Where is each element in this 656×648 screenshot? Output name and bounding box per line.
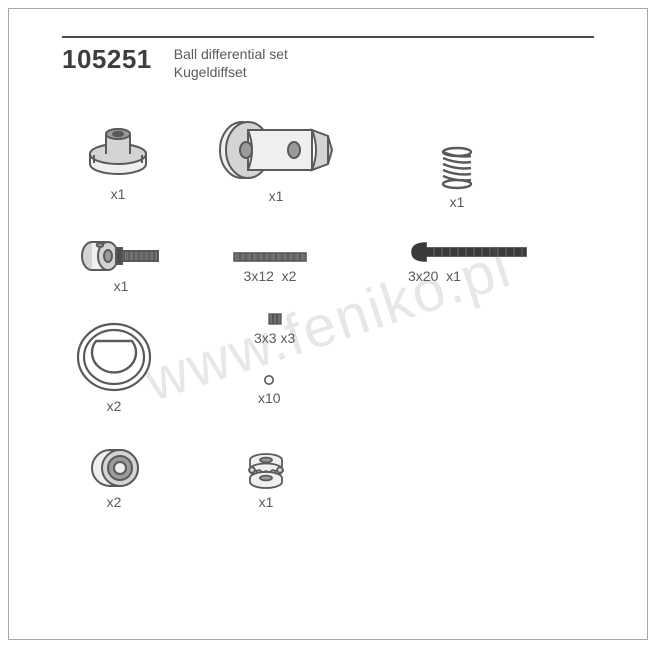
title-de: Kugeldiffset <box>174 64 288 82</box>
qty-label: 3x20 x1 <box>408 268 461 284</box>
cup-long-icon <box>216 108 336 184</box>
qty-label: x1 <box>114 278 129 294</box>
qty-label: x1 <box>450 194 465 210</box>
part-cup-short: x1 <box>86 120 150 202</box>
thrust-bearing-icon <box>244 450 288 490</box>
part-bearing: x2 <box>88 446 140 510</box>
qty-label: x2 <box>107 398 122 414</box>
part-collar-bolt: x1 <box>78 238 164 294</box>
setscrew-3x12-icon <box>232 250 308 264</box>
qty-label: 3x3 x3 <box>254 330 295 346</box>
qty-label: x10 <box>258 390 281 406</box>
part-number: 105251 <box>62 44 152 75</box>
spring-icon <box>436 146 478 190</box>
collar-bolt-icon <box>78 238 164 274</box>
part-setscrew-3x12: 3x12 x2 <box>232 250 308 284</box>
ball-icon <box>263 374 275 386</box>
header-rule <box>62 36 594 38</box>
part-thrust-bearing: x1 <box>244 450 288 510</box>
qty-label: x1 <box>269 188 284 204</box>
qty-label: x1 <box>259 494 274 510</box>
part-spring: x1 <box>436 146 478 210</box>
bolt-3x20-icon <box>408 240 530 264</box>
part-d-ring: x2 <box>74 320 154 414</box>
qty-label: 3x12 x2 <box>244 268 297 284</box>
cup-short-icon <box>86 120 150 182</box>
part-ball: x10 <box>258 374 281 406</box>
qty-label: x1 <box>111 186 126 202</box>
part-setscrew-3x3: 3x3 x3 <box>254 312 295 346</box>
qty-label: x2 <box>107 494 122 510</box>
bearing-icon <box>88 446 140 490</box>
d-ring-icon <box>74 320 154 394</box>
header: 105251 Ball differential set Kugeldiffse… <box>62 36 594 81</box>
setscrew-3x3-icon <box>267 312 283 326</box>
part-bolt-3x20: 3x20 x1 <box>408 240 530 284</box>
title-en: Ball differential set <box>174 46 288 64</box>
part-cup-long: x1 <box>216 108 336 204</box>
